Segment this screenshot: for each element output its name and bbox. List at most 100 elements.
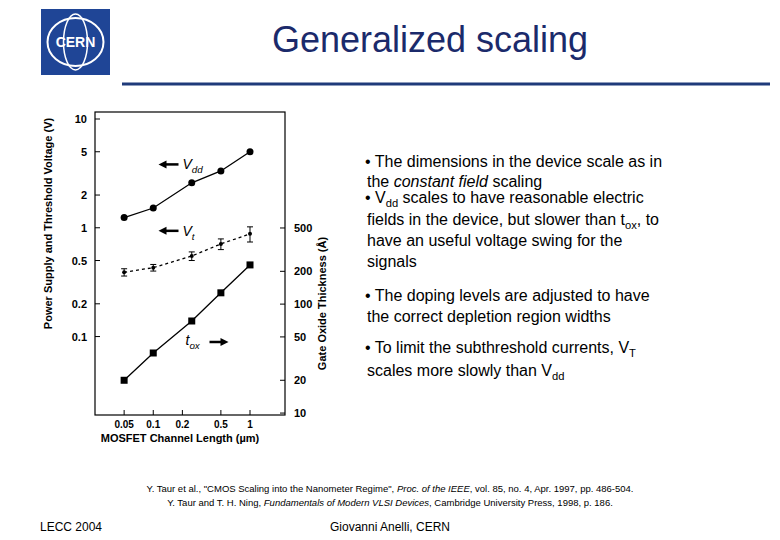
title: Generalized scaling <box>272 19 588 60</box>
marker <box>151 266 155 270</box>
y-tick-label: 0.2 <box>72 298 87 310</box>
marker <box>247 148 254 155</box>
bullet-line: • The dimensions in the device scale as … <box>365 153 662 170</box>
text-run: t <box>192 231 196 242</box>
y-tick-label: 0.5 <box>72 255 87 267</box>
marker <box>121 214 128 221</box>
error-cap <box>218 238 224 239</box>
text-run: , to <box>637 211 659 228</box>
error-cap <box>121 268 127 269</box>
text-run: ox <box>189 340 200 351</box>
marker <box>247 261 254 268</box>
y-tick-label: 2 <box>81 189 87 201</box>
error-cap <box>150 264 156 265</box>
text-run: , vol. 85, no. 4, Apr. 1997, pp. 486-504… <box>470 483 634 494</box>
x-tick-label: 1 <box>247 419 253 430</box>
background <box>0 0 780 540</box>
y-tick <box>95 336 100 337</box>
arrow <box>166 163 179 166</box>
chart: 0.10.20.5125101020501002005000.050.10.20… <box>42 112 328 444</box>
y-axis-label: Power Supply and Threshold Voltage (V) <box>42 118 54 330</box>
x-tick <box>153 410 154 415</box>
text-run: • The dimensions in the device scale as … <box>365 153 662 170</box>
marker <box>190 254 194 258</box>
text-run: , Cambridge University Press, 1998, p. 1… <box>429 497 613 508</box>
y2-tick <box>280 271 285 272</box>
y2-axis-label: Gate Oxide Thickness (Å) <box>316 237 328 371</box>
error-bar <box>121 269 127 276</box>
series-label: Vt <box>183 223 196 242</box>
bullet-line: • To limit the subthreshold currents, VT <box>365 339 636 359</box>
logo: CERN <box>41 9 110 75</box>
error-bar <box>189 252 195 261</box>
series-line <box>124 152 250 218</box>
x-tick <box>220 410 221 415</box>
y2-tick-label: 50 <box>294 331 306 343</box>
bullet-line: the correct depletion region widths <box>367 308 611 325</box>
bullet-line: scales more slowly than Vdd <box>367 362 564 382</box>
y2-tick-label: 20 <box>294 374 306 386</box>
text-run: • To limit the subthreshold currents, V <box>365 339 629 356</box>
text-run: • The doping levels are adjusted to have <box>365 287 650 304</box>
slide: CERN Generalized scaling • The dimensions … <box>0 0 780 540</box>
x-tick <box>250 410 251 415</box>
marker <box>219 242 223 246</box>
text-run: have an useful voltage swing for the <box>367 232 622 249</box>
error-bar <box>247 227 253 242</box>
arrow-head <box>159 227 167 235</box>
text-run: Fundamentals of Modern VLSI Devices <box>264 497 430 508</box>
text-run: Y. Taur et al., "CMOS Scaling into the N… <box>147 483 397 494</box>
logo-ring <box>48 18 104 66</box>
y2-tick-label: 100 <box>294 298 312 310</box>
text-run: scaling <box>488 173 542 190</box>
error-cap <box>218 249 224 250</box>
y-tick <box>95 227 100 228</box>
text-run: dd <box>552 370 564 382</box>
text-run: constant field <box>394 173 489 190</box>
y-tick-label: 10 <box>75 113 87 125</box>
bullet-line: have an useful voltage swing for the <box>367 232 622 249</box>
error-cap <box>150 271 156 272</box>
marker <box>122 270 126 274</box>
y2-tick-label: 10 <box>294 407 306 419</box>
marks <box>121 148 254 384</box>
y-tick-label: 0.1 <box>72 331 87 343</box>
error-cap <box>189 251 195 252</box>
text-run: Y. Taur and T. H. Ning, <box>167 497 264 508</box>
error-cap <box>189 260 195 261</box>
y2-tick-label: 200 <box>294 265 312 277</box>
marker <box>188 317 195 324</box>
series-label: tox <box>186 332 201 351</box>
text-run: dd <box>192 164 203 175</box>
marker <box>248 232 252 236</box>
text-run: scales more slowly than V <box>367 362 552 379</box>
arrow-head <box>159 160 167 168</box>
error-bar <box>150 264 156 271</box>
error-bar <box>218 239 224 250</box>
text-run: dd <box>386 197 398 209</box>
bullet-line: • The doping levels are adjusted to have <box>365 287 650 304</box>
error-cap <box>121 276 127 277</box>
series-line <box>124 265 250 380</box>
y-tick <box>95 195 100 196</box>
series-line <box>124 234 250 272</box>
y2-tick <box>280 380 285 381</box>
text-run: scales to have reasonable electric <box>398 189 643 206</box>
y2-tick <box>280 413 285 414</box>
bullet-line: • Vdd scales to have reasonable electric <box>365 189 644 209</box>
text-run: fields in the device, but slower than t <box>367 211 625 228</box>
logo-box <box>41 9 110 75</box>
text-run: • V <box>365 189 386 206</box>
citation: Y. Taur and T. H. Ning, Fundamentals of … <box>167 497 613 508</box>
text-run: the <box>367 173 394 190</box>
marker <box>188 179 195 186</box>
marker <box>217 289 224 296</box>
y-tick <box>95 119 100 120</box>
text-run: Proc. of the IEEE <box>397 483 471 494</box>
y-tick-label: 1 <box>81 222 87 234</box>
footer-center: Giovanni Anelli, CERN <box>330 520 450 534</box>
y2-tick <box>280 336 285 337</box>
x-tick-label: 0.1 <box>146 419 160 430</box>
bullet-line: signals <box>367 253 417 270</box>
error-cap <box>247 226 253 227</box>
